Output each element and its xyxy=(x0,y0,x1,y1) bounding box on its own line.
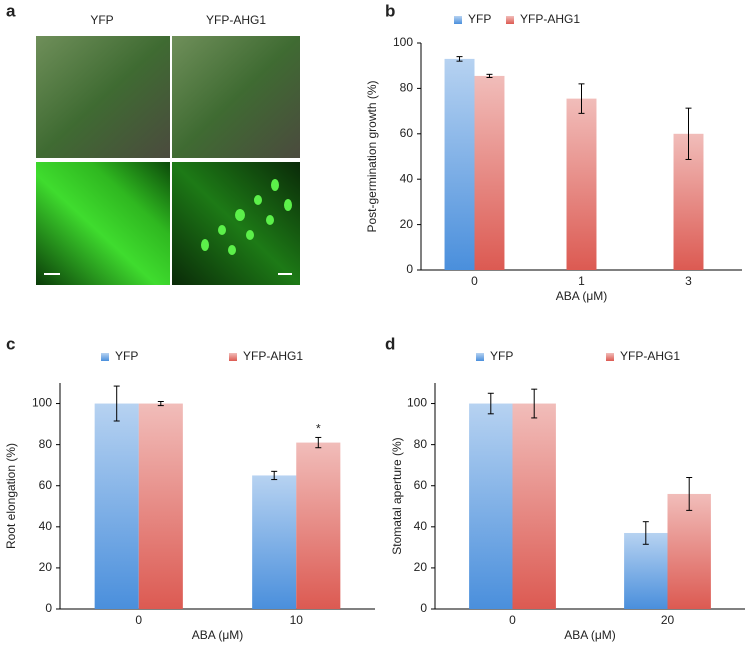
panel-letter: b xyxy=(385,1,395,20)
bar xyxy=(94,403,139,609)
panel-letter: a xyxy=(6,1,16,20)
y-tick-label: 0 xyxy=(406,262,413,276)
y-tick-label: 80 xyxy=(414,437,428,451)
x-tick-label: 1 xyxy=(578,274,585,288)
error-bar xyxy=(157,400,164,407)
panel-letter: d xyxy=(385,334,395,353)
panel-letter: c xyxy=(6,334,15,353)
y-tick-label: 40 xyxy=(414,519,428,533)
legend-swatch xyxy=(606,353,614,361)
bar xyxy=(566,98,597,271)
error-bar xyxy=(271,470,278,481)
error-bar xyxy=(315,436,322,449)
x-tick-label: 20 xyxy=(661,613,675,627)
x-tick-label: 10 xyxy=(290,613,304,627)
fluorescence-image xyxy=(172,162,300,285)
legend-swatch xyxy=(101,353,109,361)
y-tick-label: 80 xyxy=(39,437,53,451)
plant-photo xyxy=(172,36,300,158)
error-bar xyxy=(578,83,585,114)
legend-label: YFP xyxy=(115,349,138,363)
image-title: YFP xyxy=(90,13,113,27)
y-tick-label: 20 xyxy=(414,560,428,574)
legend-swatch xyxy=(476,353,484,361)
error-bar xyxy=(642,521,649,545)
y-axis-label: Stomatal aperture (%) xyxy=(390,437,404,554)
legend-swatch xyxy=(506,16,514,24)
x-axis-label: ABA (μM) xyxy=(192,628,244,642)
error-bar xyxy=(487,392,494,415)
y-tick-label: 40 xyxy=(39,519,53,533)
y-tick-label: 80 xyxy=(400,81,414,95)
error-bar xyxy=(113,385,120,422)
y-tick-label: 0 xyxy=(45,601,52,615)
y-tick-label: 100 xyxy=(393,35,413,49)
legend-label: YFP-AHG1 xyxy=(620,349,680,363)
y-tick-label: 60 xyxy=(400,126,414,140)
x-tick-label: 0 xyxy=(135,613,142,627)
bar xyxy=(469,403,513,609)
legend-label: YFP xyxy=(468,12,491,26)
image-title: YFP-AHG1 xyxy=(206,13,266,27)
bar xyxy=(667,493,711,609)
y-axis-label: Post-germination growth (%) xyxy=(365,80,379,232)
error-bar xyxy=(456,56,463,62)
annotation: * xyxy=(316,422,321,436)
y-tick-label: 0 xyxy=(420,601,427,615)
fluorescence-image xyxy=(36,162,170,285)
y-axis-label: Root elongation (%) xyxy=(4,443,18,549)
error-bar xyxy=(686,477,693,511)
x-tick-label: 0 xyxy=(509,613,516,627)
x-axis-label: ABA (μM) xyxy=(564,628,616,642)
bar xyxy=(252,475,297,609)
error-bar xyxy=(531,388,538,419)
y-tick-label: 60 xyxy=(39,478,53,492)
x-axis-label: ABA (μM) xyxy=(556,289,608,303)
legend-swatch xyxy=(229,353,237,361)
y-tick-label: 100 xyxy=(32,396,52,410)
y-tick-label: 60 xyxy=(414,478,428,492)
y-tick-label: 100 xyxy=(407,396,427,410)
y-tick-label: 40 xyxy=(400,171,414,185)
bar xyxy=(474,75,505,270)
bar xyxy=(138,403,183,609)
y-tick-label: 20 xyxy=(39,560,53,574)
x-tick-label: 3 xyxy=(685,274,692,288)
bar xyxy=(296,442,341,609)
plant-photo xyxy=(36,36,170,158)
legend-swatch xyxy=(454,16,462,24)
error-bar xyxy=(486,73,493,79)
legend-label: YFP xyxy=(490,349,513,363)
bar xyxy=(624,532,668,609)
error-bar xyxy=(685,107,692,160)
legend-label: YFP-AHG1 xyxy=(243,349,303,363)
nuclei xyxy=(201,179,292,255)
bar xyxy=(444,58,475,270)
legend-label: YFP-AHG1 xyxy=(520,12,580,26)
x-tick-label: 0 xyxy=(471,274,478,288)
y-tick-label: 20 xyxy=(400,217,414,231)
bar xyxy=(512,403,556,609)
